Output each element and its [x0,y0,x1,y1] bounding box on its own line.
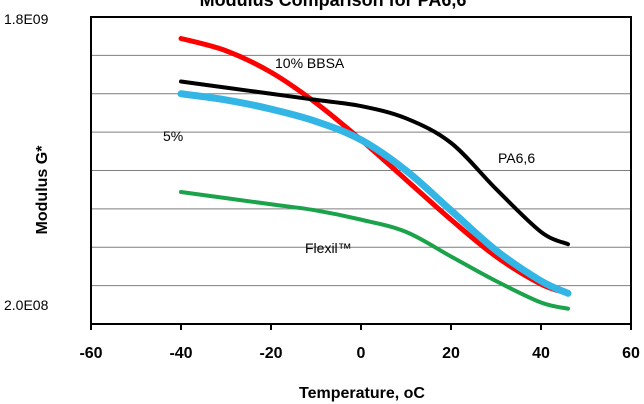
x-tick-label: -40 [169,345,192,362]
x-axis-title: Temperature, oC [299,385,425,402]
x-tick-label: -60 [79,345,102,362]
series-lines [177,35,572,311]
x-tick-label: 20 [442,345,460,362]
label-flexil: Flexil™ [305,240,352,256]
series-line-flexil [179,189,570,311]
x-axis-title-text: Temperature, [299,385,404,402]
grid [91,54,631,287]
y-tick-label-top: 1.8E09 [4,11,49,27]
x-tick-label: -20 [259,345,282,362]
x-axis-title-unit: oC [404,385,426,402]
label-5pct: 5% [163,128,183,144]
y-tick-label-bottom: 2.0E08 [4,297,49,313]
y-axis-title: Modulus G* [34,145,51,235]
x-axis: -60 -40 -20 0 20 40 60 [79,324,640,362]
x-tick-label: 0 [357,345,366,362]
x-tick-label: 60 [622,345,640,362]
chart-title: Modulus Comparison for PA6,6 [200,0,467,10]
series-line-5 [177,90,572,297]
series-line-10-bbsa [178,35,571,296]
label-10pct-bbsa: 10% BBSA [275,55,345,71]
x-tick-label: 40 [532,345,550,362]
series-line-pa6-6 [179,79,570,247]
label-pa66: PA6,6 [498,150,535,166]
